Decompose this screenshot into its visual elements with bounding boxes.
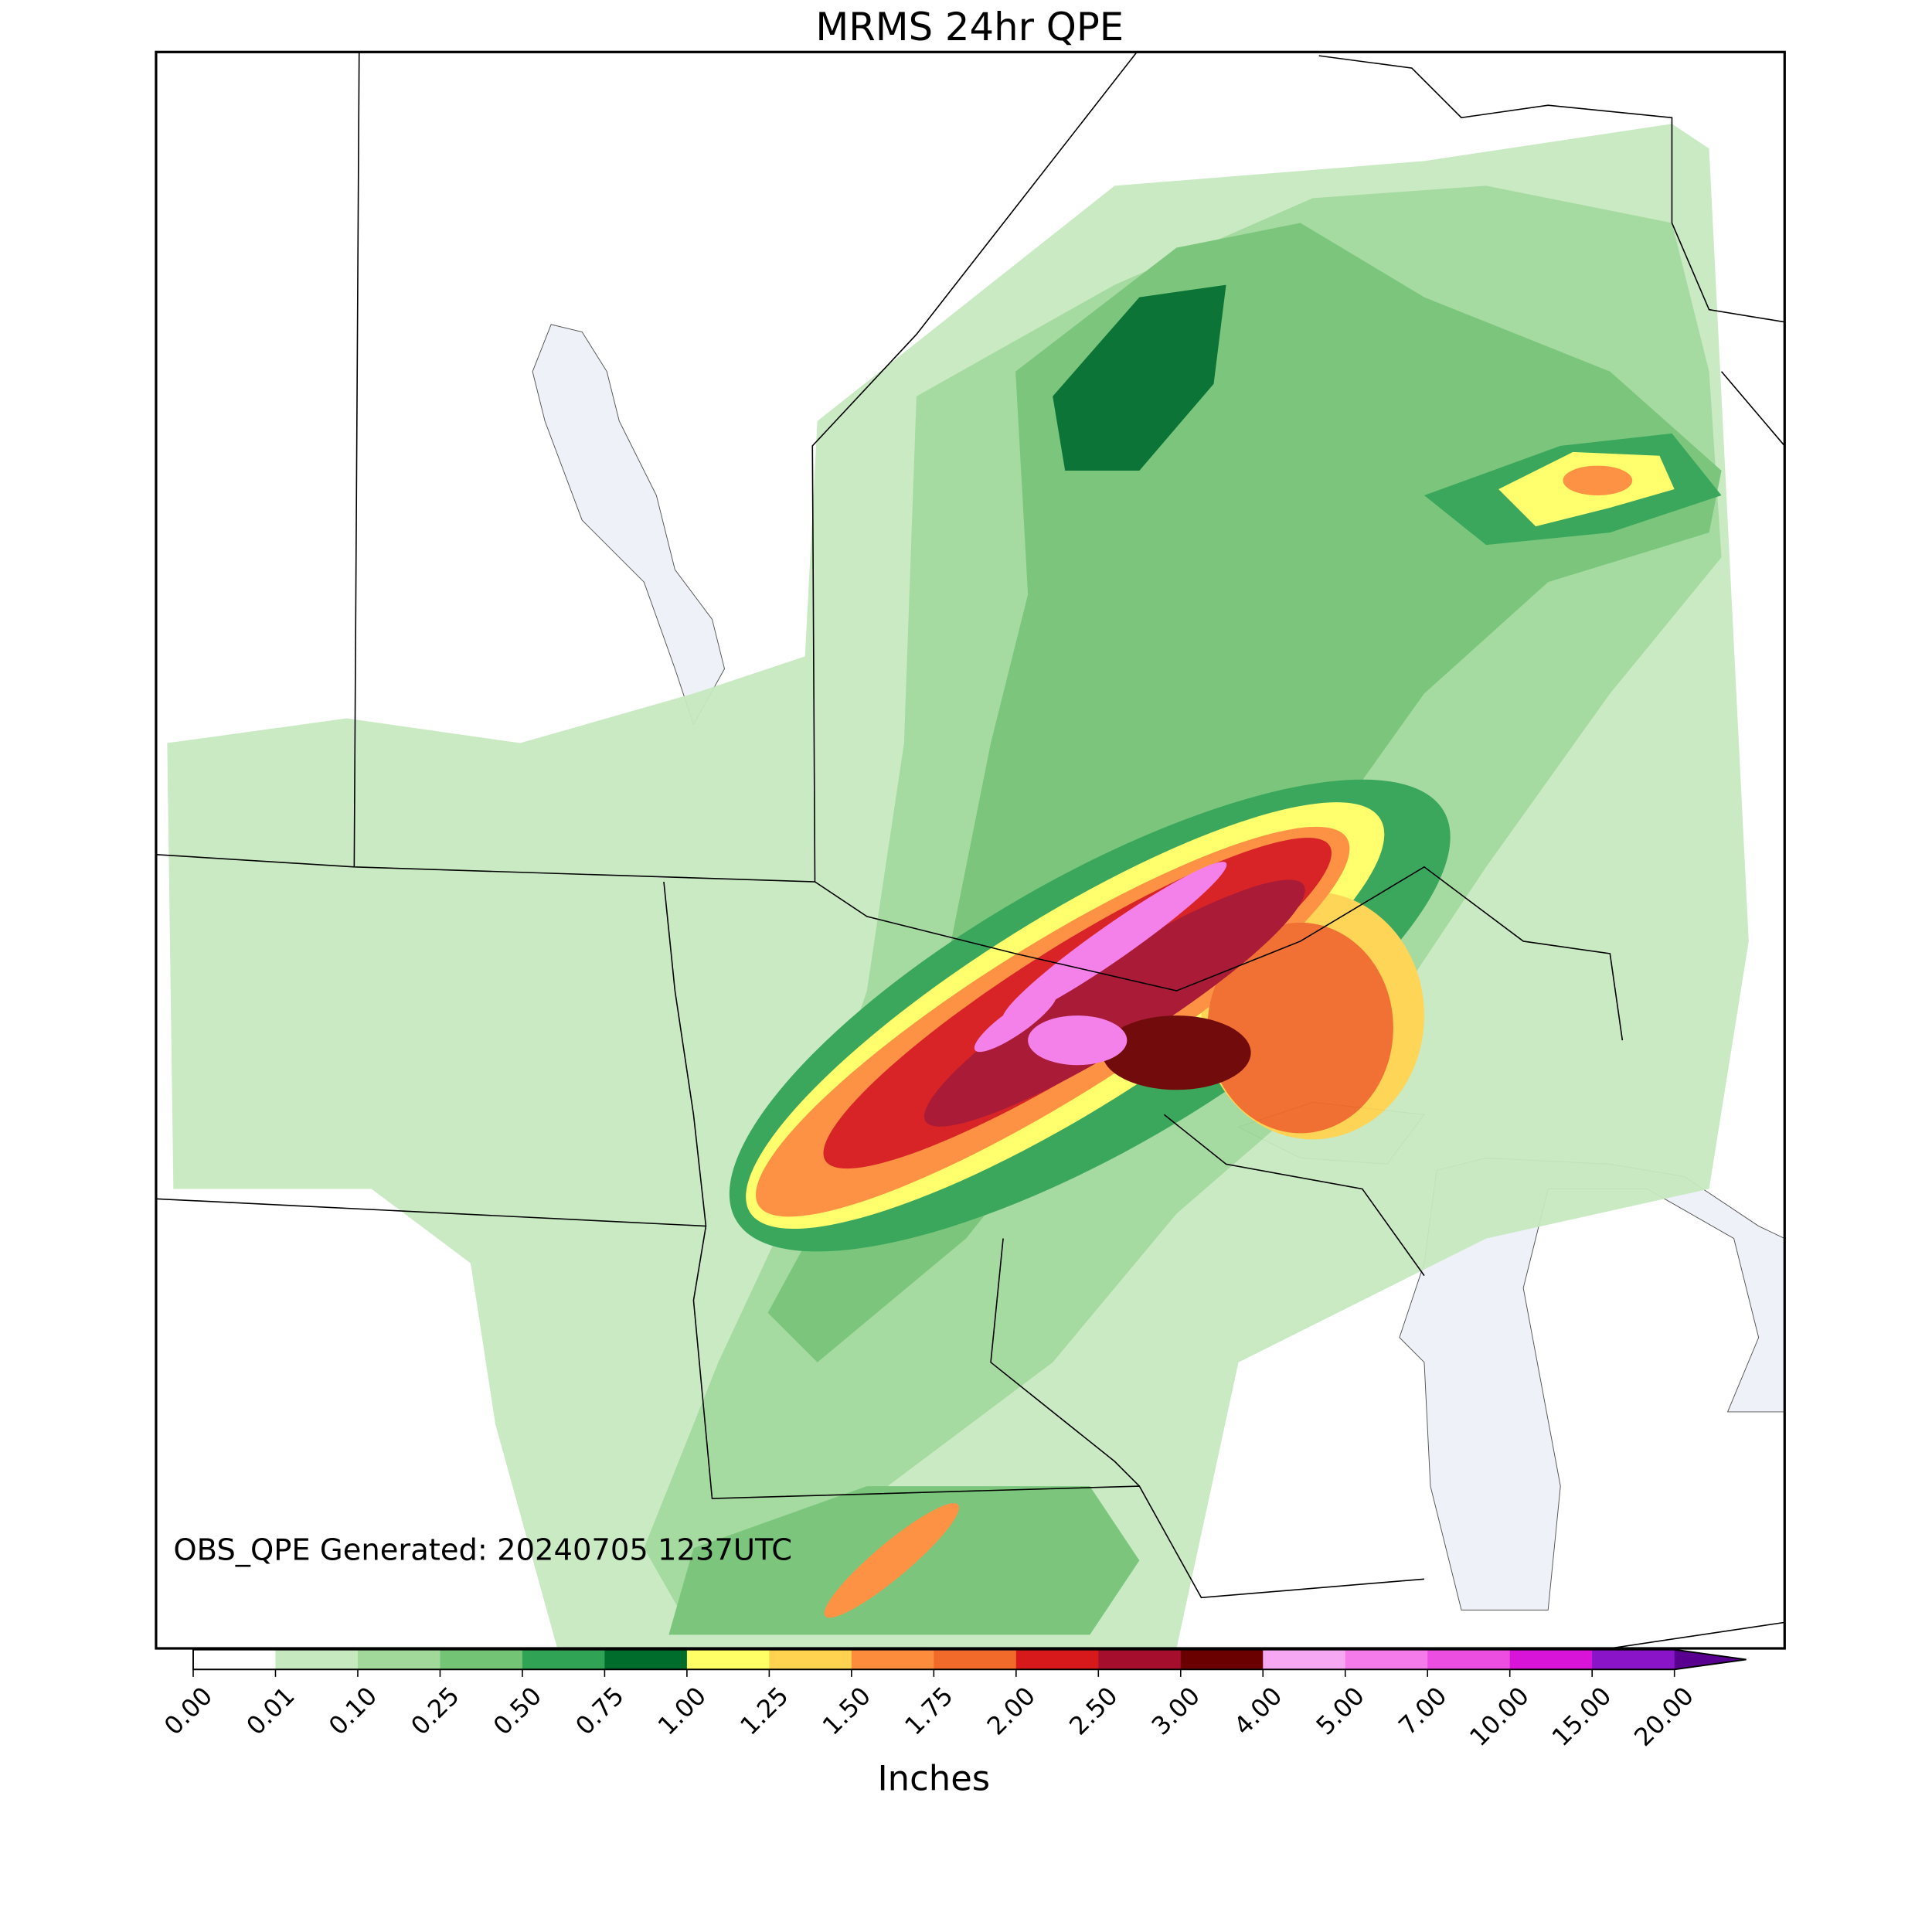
precip-area — [1028, 1015, 1128, 1066]
precip-area — [923, 879, 1305, 1127]
colorbar-bin — [1427, 1649, 1511, 1670]
precip-area — [824, 1503, 959, 1618]
colorbar-tick-label: 0.10 — [323, 1681, 383, 1740]
colorbar-bin — [686, 1649, 770, 1670]
precip-field — [167, 124, 1749, 1649]
colorbar-bin — [1263, 1649, 1346, 1670]
colorbar-bin — [193, 1649, 277, 1670]
border — [815, 866, 1624, 1041]
colorbar-tick-label: 3.00 — [1146, 1681, 1206, 1740]
colorbar-bin — [851, 1649, 935, 1670]
precip-area — [1002, 862, 1227, 1021]
colorbar-tick-label: 0.00 — [158, 1681, 218, 1740]
colorbar-bin — [1592, 1649, 1675, 1670]
map-frame — [155, 50, 1786, 1650]
precip-area — [1053, 284, 1226, 471]
precip-area — [1207, 922, 1393, 1134]
colorbar-bin — [275, 1649, 359, 1670]
colorbar-bin — [357, 1649, 441, 1670]
border — [990, 1114, 1785, 1649]
colorbar-tick-label: 4.00 — [1228, 1681, 1287, 1740]
border — [155, 881, 1425, 1599]
colorbar-tick-label: 0.01 — [240, 1681, 300, 1740]
colorbar-tick-label: 1.00 — [652, 1681, 712, 1740]
map: OBS_QPE Generated: 20240705 1237UTC — [155, 52, 1785, 1649]
colorbar-extend — [1674, 1649, 1747, 1670]
colorbar-tick-label: 0.75 — [570, 1681, 629, 1740]
colorbar-bin — [934, 1649, 1017, 1670]
colorbar-outline — [192, 1648, 1747, 1671]
precip-area — [1563, 465, 1633, 496]
colorbar-bin — [769, 1649, 852, 1670]
title: MRMS 24hr QPE — [815, 5, 1124, 49]
colorbar-tick-label: 0.25 — [405, 1681, 464, 1740]
colorbar-tick-label: 1.75 — [899, 1681, 958, 1740]
colorbar-label: Inches — [877, 1757, 990, 1798]
border — [155, 52, 1138, 883]
border — [1318, 55, 1785, 447]
colorbar-bin — [1345, 1649, 1429, 1670]
colorbar-bin — [522, 1649, 606, 1670]
borders — [155, 52, 1785, 1649]
colorbar-bin — [1180, 1649, 1264, 1670]
lake — [532, 324, 726, 726]
annotation: OBS_QPE Generated: 20240705 1237UTC — [173, 1533, 792, 1568]
colorbar-tick-label: 1.25 — [734, 1681, 794, 1740]
colorbar-bin — [1015, 1649, 1100, 1670]
colorbar-tick-label: 15.00 — [1546, 1681, 1617, 1752]
colorbar-tick-label: 10.00 — [1464, 1681, 1535, 1752]
colorbar-tick-label: 5.00 — [1311, 1681, 1370, 1740]
colorbar-tick-label: 2.00 — [981, 1681, 1041, 1740]
colorbar: 0.00 0.01 0.10 0.25 0.50 0.75 1.00 1.25 1.50 1.75… — [158, 1648, 1747, 1752]
colorbar-tick-label: 0.50 — [488, 1681, 547, 1740]
colorbar-tick-label: 2.50 — [1063, 1681, 1123, 1740]
precip-area — [1102, 1015, 1251, 1090]
colorbar-bin — [1098, 1649, 1182, 1670]
colorbar-bin — [1509, 1649, 1593, 1670]
colorbar-tick-label: 7.00 — [1393, 1681, 1452, 1740]
precip-area — [974, 992, 1057, 1053]
colorbar-tick-label: 1.50 — [817, 1681, 876, 1740]
colorbar-tick-label: 20.00 — [1628, 1681, 1699, 1752]
colorbar-bin — [604, 1649, 688, 1670]
colorbar-bin — [440, 1649, 523, 1670]
